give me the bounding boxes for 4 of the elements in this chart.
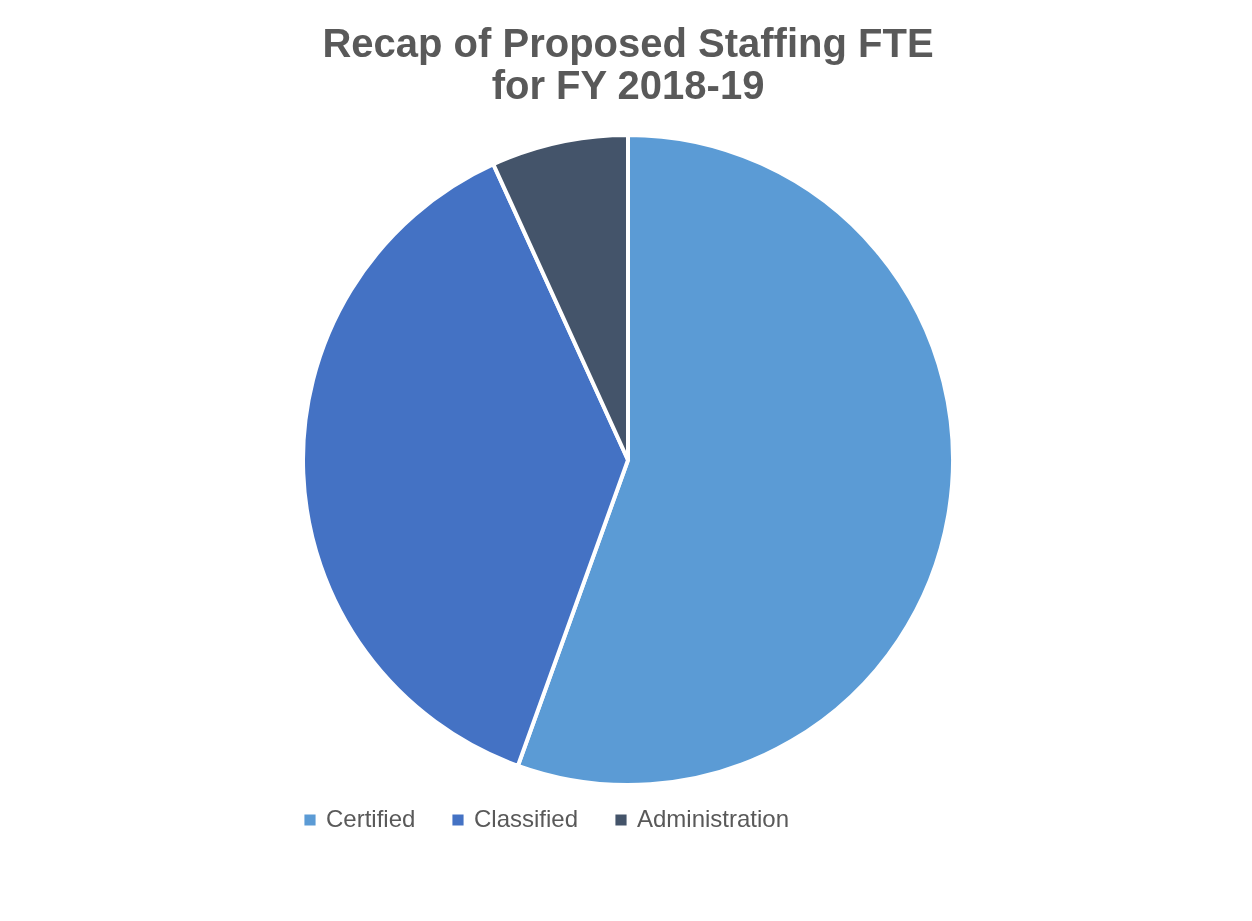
chart-title: Recap of Proposed Staffing FTE for FY 2018-19: [322, 21, 934, 107]
legend-label: Administration: [637, 805, 790, 832]
legend-label: Certified: [326, 805, 416, 832]
legend-label: Classified: [474, 805, 579, 832]
